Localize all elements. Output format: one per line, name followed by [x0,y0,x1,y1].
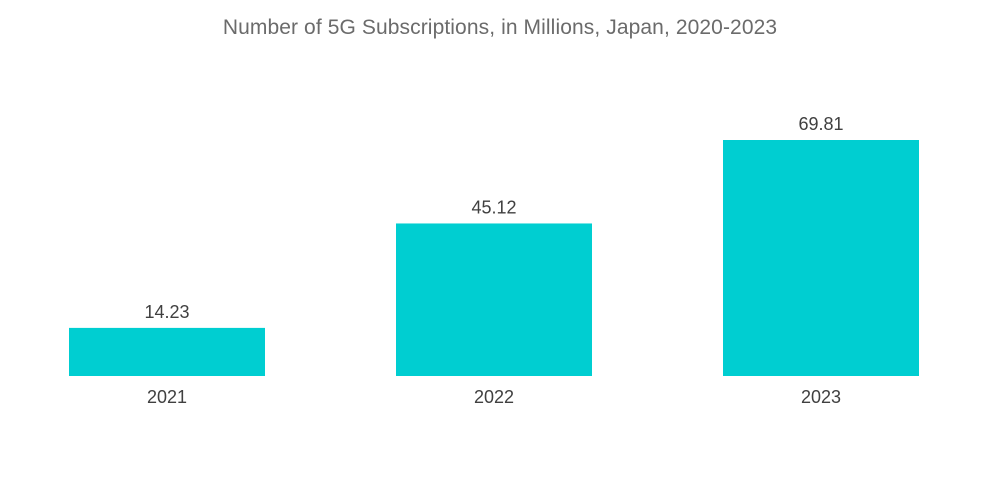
value-label-2021: 14.23 [144,302,189,322]
x-tick-label-2021: 2021 [147,387,187,407]
x-tick-label-2023: 2023 [801,387,841,407]
value-label-2023: 69.81 [798,114,843,134]
x-axis-tick-labels: 2021 2022 2023 [147,387,841,407]
bar-2023 [723,140,919,376]
bars-layer [69,140,919,376]
value-label-2022: 45.12 [471,197,516,217]
chart-title: Number of 5G Subscriptions, in Millions,… [222,16,778,39]
bar-2021 [69,327,265,376]
value-labels-layer: 14.23 45.12 69.81 [144,114,843,322]
x-tick-label-2022: 2022 [474,387,514,407]
bar-2022 [396,223,592,376]
